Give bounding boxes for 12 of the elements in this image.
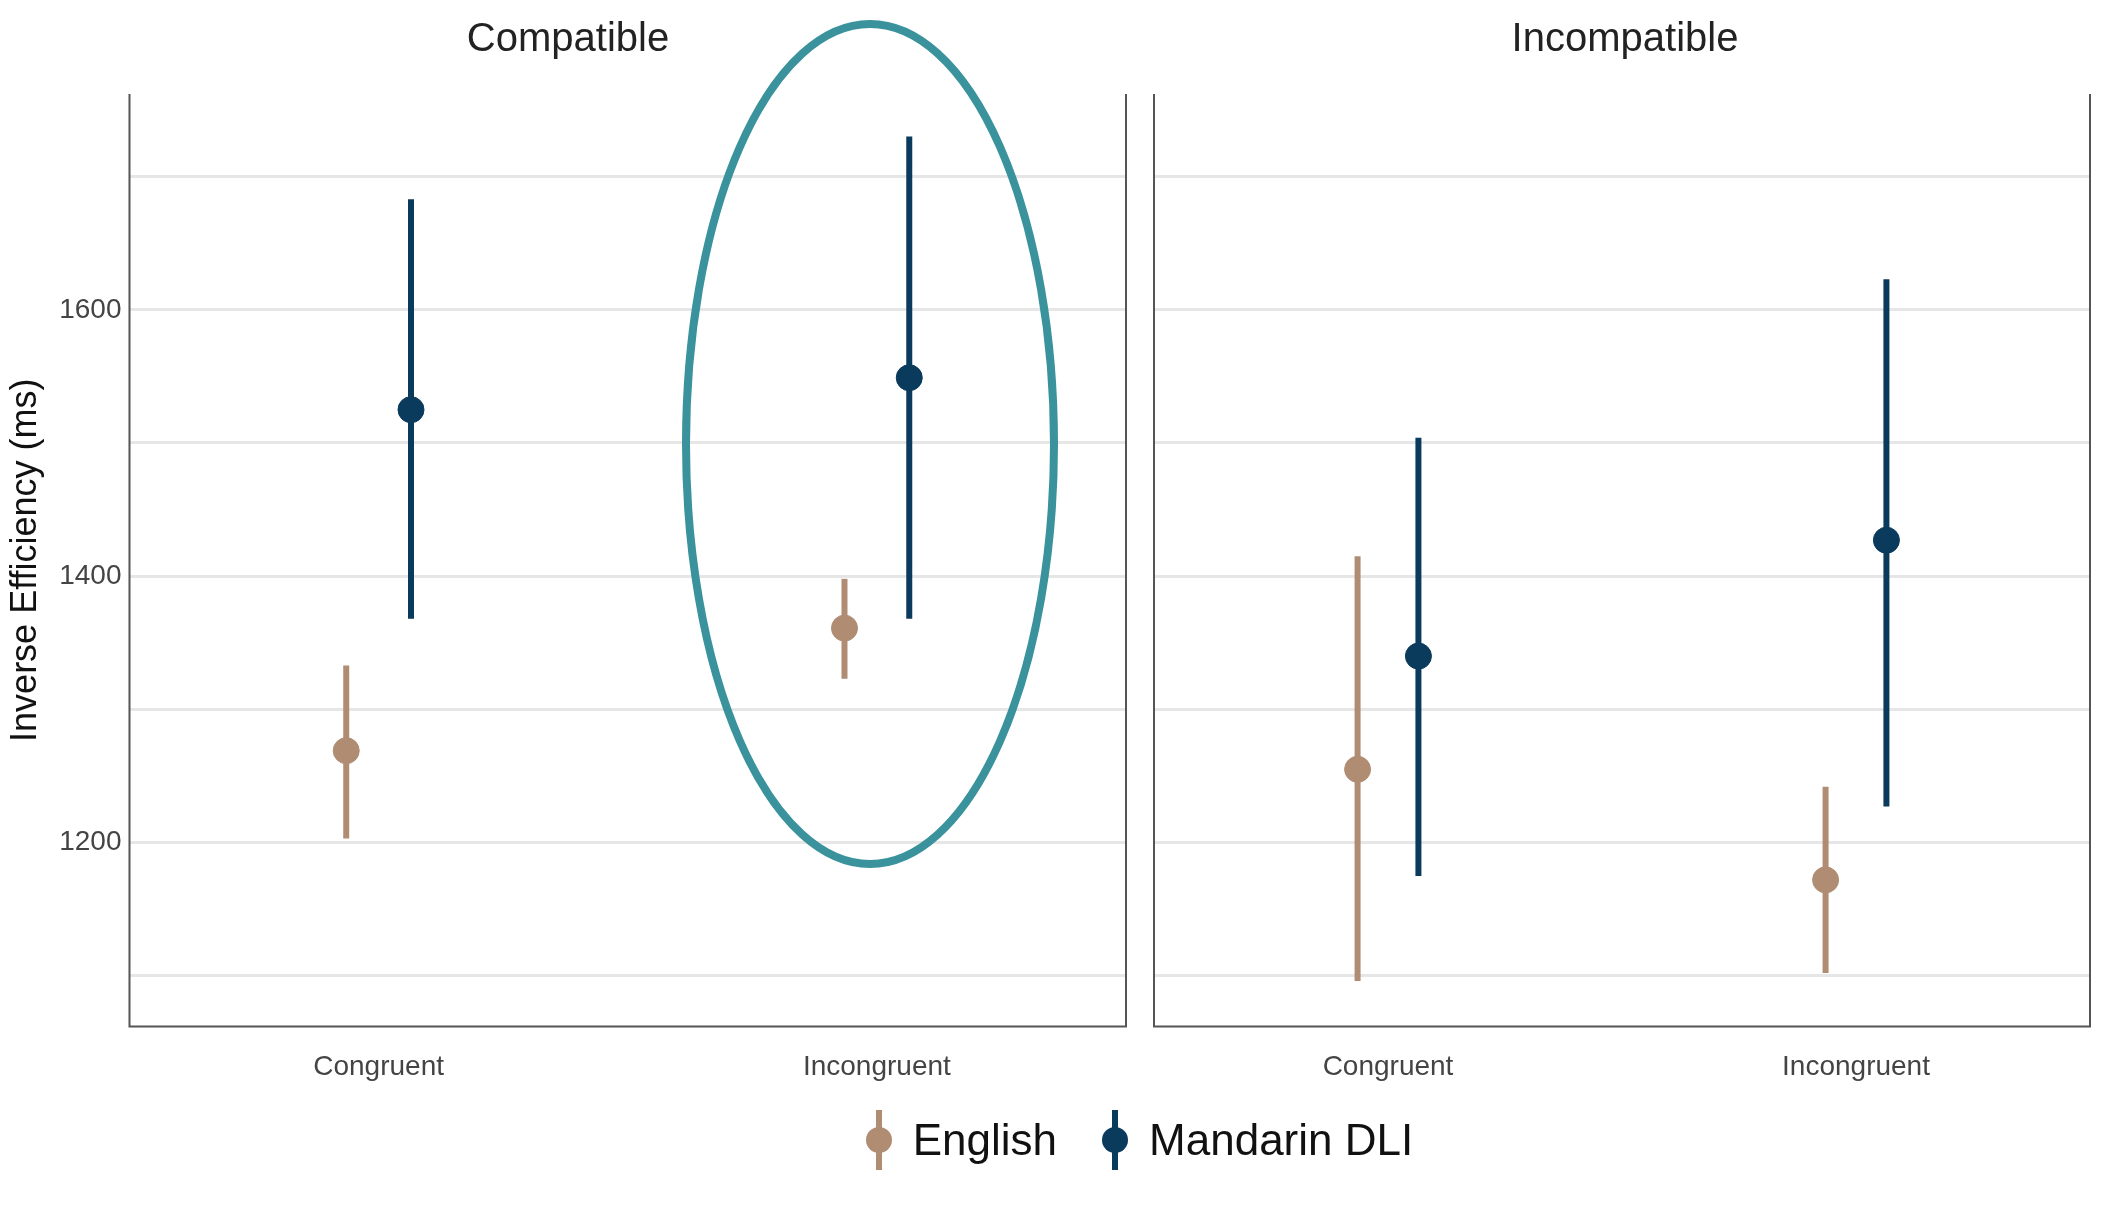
- y-tick-label: 1400: [59, 558, 122, 590]
- x-tick-label: Congruent: [1322, 1049, 1454, 1081]
- y-axis-title: Inverse Efficiency (ms): [2, 378, 44, 742]
- legend-label: Mandarin DLI: [1149, 1115, 1414, 1165]
- y-tick-label: 1600: [59, 292, 122, 324]
- chart-title: Incompatible: [1511, 15, 1739, 60]
- y-tick-label: 1200: [59, 825, 122, 857]
- x-tick-label: Congruent: [313, 1049, 445, 1081]
- x-tick-label: Incongruent: [1782, 1049, 1931, 1081]
- x-tick-label: Incongruent: [802, 1049, 952, 1081]
- chart-title: Compatible: [466, 15, 670, 60]
- legend-label: English: [912, 1115, 1058, 1165]
